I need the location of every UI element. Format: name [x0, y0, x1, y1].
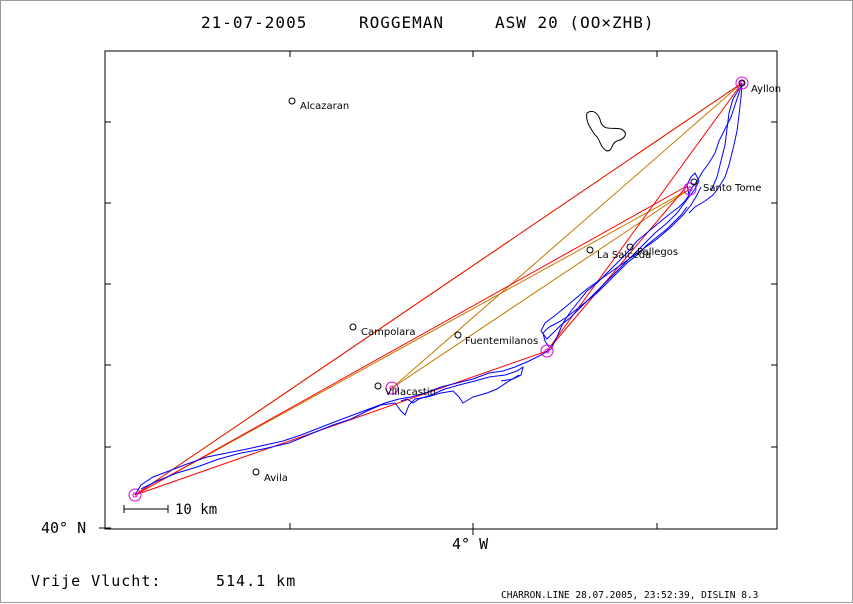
distance-label: Vrije Vlucht:: [31, 572, 161, 590]
task-lines: [134, 82, 743, 496]
longitude-label: 4° W: [452, 535, 489, 553]
scale-bar-label: 10 km: [175, 502, 217, 518]
town-label-campolara: Campolara: [361, 327, 415, 338]
town-label-avila: Avila: [264, 473, 288, 484]
title-glider: ASW 20 (OO×ZHB): [495, 13, 655, 32]
town-label-ayllon: Ayllon: [751, 84, 781, 95]
turnpoint-markers: [128, 76, 749, 502]
town-label-alcazaran: Alcazaran: [300, 101, 349, 112]
latitude-label: 40° N: [41, 519, 86, 537]
town-marker-avila: [252, 468, 260, 476]
town-label-la-salceda: La Salceda: [597, 250, 651, 261]
town-marker-la-salceda: [586, 246, 594, 254]
town-marker-alcazaran: [288, 97, 296, 105]
towns: Alcazaran Ayllon Santo Tome La Salceda P…: [252, 79, 781, 484]
distance-value: 514.1 km: [216, 572, 296, 590]
bottom-ticks: [289, 523, 658, 535]
town-marker-santo-tome: [690, 178, 698, 186]
town-label-pallegos: Pallegos: [637, 247, 678, 258]
town-label-fuentemilanos: Fuentemilanos: [465, 336, 538, 347]
town-marker-ayllon: [738, 79, 746, 87]
scale-bar: 10 km: [123, 502, 217, 518]
top-ticks: [289, 51, 658, 57]
right-ticks: [771, 121, 777, 448]
town-marker-villacastin: [374, 382, 382, 390]
town-marker-campolara: [349, 323, 357, 331]
plot-credit: CHARRON.LINE 28.07.2005, 23:52:39, DISLI…: [501, 590, 758, 601]
town-label-santo-tome: Santo Tome: [703, 183, 761, 194]
title-pilot: ROGGEMAN: [359, 13, 444, 32]
title-date: 21-07-2005: [201, 13, 307, 32]
town-marker-pallegos: [626, 243, 634, 251]
left-ticks: [99, 121, 111, 529]
flight-track: [134, 82, 743, 496]
town-label-villacastin: Villacastin: [385, 387, 436, 398]
town-marker-fuentemilanos: [454, 331, 462, 339]
lake-outline: [586, 110, 626, 152]
map-frame: [104, 50, 778, 530]
